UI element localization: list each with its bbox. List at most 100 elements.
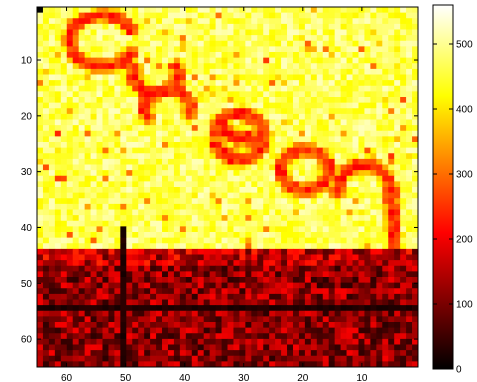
heatmap-cell: [60, 12, 68, 19]
heatmap-cell: [328, 243, 336, 250]
heatmap-cell: [382, 164, 389, 171]
heatmap-cell: [221, 57, 228, 64]
heatmap-cell: [328, 7, 336, 14]
heatmap-cell: [257, 52, 264, 59]
heatmap-cell: [358, 91, 365, 98]
heatmap-cell: [96, 344, 103, 351]
heatmap-cell: [275, 265, 282, 272]
heatmap-cell: [37, 35, 44, 42]
heatmap-cell: [102, 220, 109, 227]
heatmap-cell: [227, 108, 234, 115]
heatmap-cell: [150, 305, 157, 312]
heatmap-cell: [102, 142, 109, 149]
heatmap-cell: [197, 310, 205, 317]
heatmap-cell: [150, 91, 157, 98]
heatmap-cell: [281, 29, 288, 36]
heatmap-cell: [138, 175, 145, 182]
heatmap-cell: [304, 226, 312, 233]
heatmap-cell: [275, 164, 282, 171]
heatmap-cell: [60, 220, 68, 227]
heatmap-cell: [90, 209, 97, 216]
heatmap-cell: [245, 277, 252, 284]
heatmap-cell: [54, 35, 62, 42]
heatmap-cell: [227, 271, 234, 278]
heatmap-cell: [400, 220, 407, 227]
heatmap-cell: [156, 40, 163, 47]
heatmap-cell: [114, 265, 121, 272]
heatmap-cell: [346, 57, 353, 64]
heatmap-cell: [150, 215, 157, 222]
heatmap-cell: [257, 277, 264, 284]
heatmap-cell: [84, 40, 91, 47]
heatmap-cell: [382, 192, 389, 199]
heatmap-cell: [173, 85, 181, 92]
heatmap-cell: [48, 215, 56, 222]
heatmap-cell: [376, 23, 383, 30]
heatmap-cell: [120, 305, 127, 312]
heatmap-cell: [42, 29, 50, 36]
heatmap-cell: [304, 260, 312, 267]
heatmap-cell: [388, 125, 395, 132]
heatmap-cell: [66, 265, 74, 272]
heatmap-cell: [108, 282, 115, 289]
heatmap-cell: [287, 333, 294, 340]
heatmap-cell: [322, 23, 330, 30]
heatmap-cell: [292, 57, 300, 64]
heatmap-cell: [370, 220, 377, 227]
heatmap-cell: [281, 46, 288, 53]
heatmap-cell: [108, 220, 115, 227]
heatmap-cell: [150, 288, 157, 295]
heatmap-cell: [358, 46, 365, 53]
heatmap-cell: [203, 305, 211, 312]
heatmap-cell: [60, 153, 68, 160]
heatmap-cell: [275, 68, 282, 75]
heatmap-cell: [78, 254, 86, 261]
heatmap-cell: [287, 142, 294, 149]
heatmap-cell: [84, 164, 91, 171]
heatmap-cell: [358, 237, 365, 244]
heatmap-cell: [108, 12, 115, 19]
heatmap-cell: [126, 57, 133, 64]
heatmap-cell: [203, 310, 211, 317]
heatmap-cell: [156, 271, 163, 278]
heatmap-cell: [72, 63, 80, 70]
heatmap-cell: [84, 265, 91, 272]
heatmap-cell: [382, 57, 389, 64]
heatmap-cell: [209, 85, 216, 92]
heatmap-cell: [132, 198, 139, 205]
heatmap-cell: [328, 175, 336, 182]
heatmap-cell: [310, 305, 318, 312]
heatmap-cell: [66, 12, 74, 19]
heatmap-cell: [394, 344, 401, 351]
heatmap-cell: [48, 130, 56, 137]
heatmap-cell: [370, 338, 377, 345]
heatmap-cell: [126, 322, 133, 329]
heatmap-cell: [412, 338, 419, 345]
heatmap-cell: [156, 7, 163, 14]
heatmap-cell: [185, 226, 193, 233]
heatmap-cell: [114, 282, 121, 289]
heatmap-cell: [120, 310, 127, 317]
heatmap-cell: [310, 215, 318, 222]
heatmap-cell: [239, 282, 246, 289]
heatmap-cell: [221, 7, 228, 14]
heatmap-cell: [37, 23, 44, 30]
heatmap-cell: [281, 181, 288, 188]
heatmap-cell: [412, 299, 419, 306]
heatmap-cell: [102, 344, 109, 351]
heatmap-cell: [340, 248, 347, 255]
heatmap-cell: [400, 288, 407, 295]
heatmap-cell: [287, 102, 294, 109]
heatmap-cell: [263, 237, 270, 244]
heatmap-cell: [215, 254, 222, 261]
heatmap-cell: [167, 192, 175, 199]
heatmap-cell: [167, 125, 175, 132]
heatmap-cell: [322, 288, 330, 295]
heatmap-cell: [167, 220, 175, 227]
heatmap-cell: [382, 288, 389, 295]
heatmap-cell: [406, 209, 413, 216]
heatmap-cell: [144, 344, 151, 351]
heatmap-cell: [239, 220, 246, 227]
heatmap-cell: [108, 260, 115, 267]
heatmap-cell: [257, 299, 264, 306]
